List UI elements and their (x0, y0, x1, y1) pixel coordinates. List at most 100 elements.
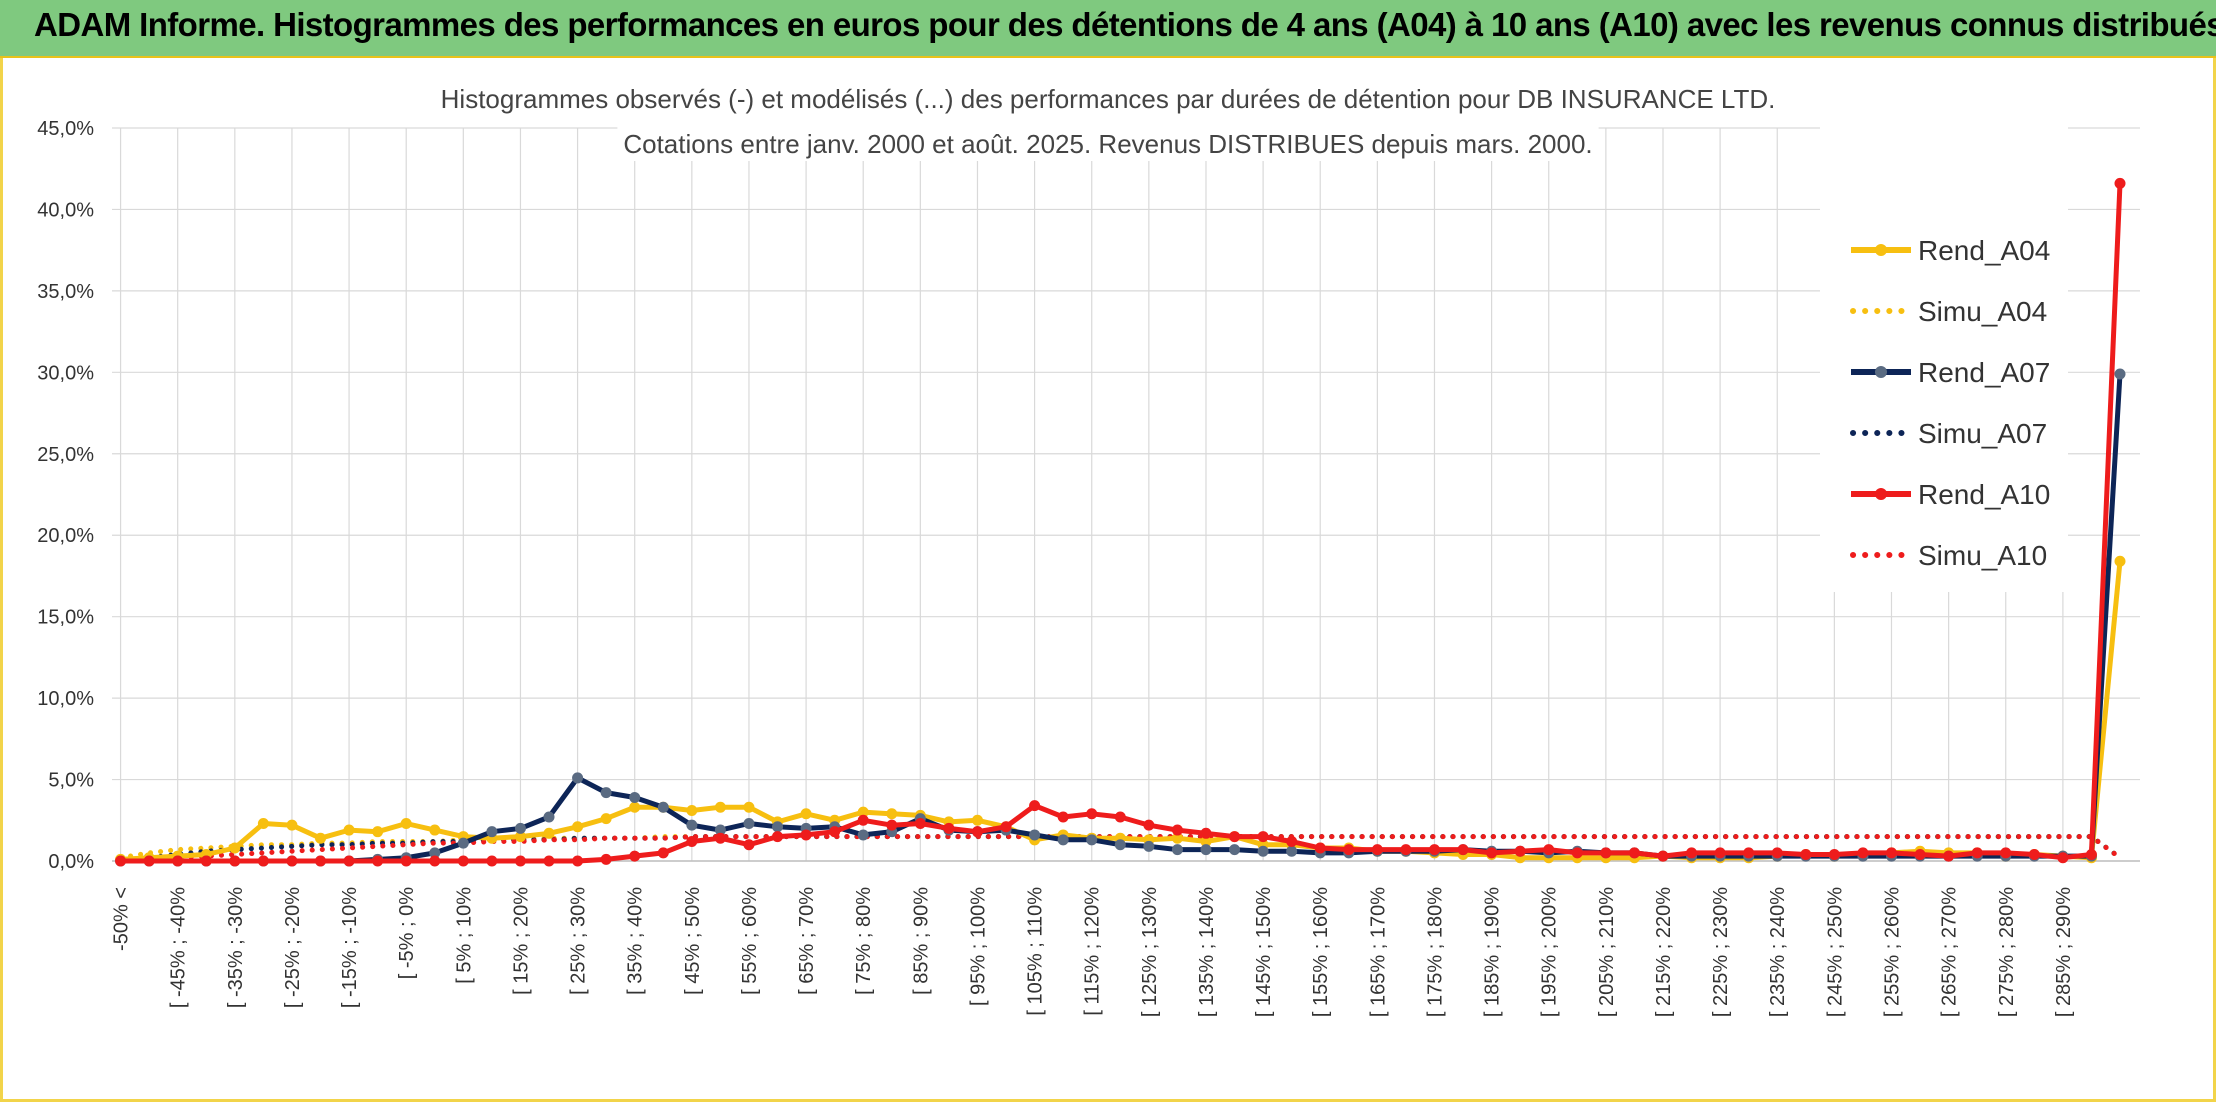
data-point-rend_a07 (657, 801, 669, 813)
data-point-rend_a07 (2114, 368, 2126, 380)
data-point-rend_a04 (629, 801, 641, 813)
data-point-rend_a10 (1686, 847, 1698, 859)
x-tick-label: [ 125% ; 130% (1139, 887, 1161, 1017)
x-tick-label: [ -25% ; -20% (282, 887, 304, 1008)
data-point-rend_a10 (115, 855, 127, 867)
data-point-rend_a10 (629, 850, 641, 862)
data-point-rend_a07 (514, 822, 526, 834)
report-banner: ADAM Informe. Histogrammes des performan… (0, 0, 2216, 58)
y-tick-label: 30,0% (37, 362, 94, 384)
x-tick-label: [ 115% ; 120% (1082, 887, 1104, 1016)
x-tick-label: [ 245% ; 250% (1824, 887, 1846, 1017)
data-point-rend_a10 (572, 855, 584, 867)
x-tick-label: [ 35% ; 40% (625, 887, 647, 995)
y-tick-label: 15,0% (37, 607, 94, 629)
data-point-rend_a10 (543, 855, 555, 867)
legend-marker (1875, 244, 1887, 256)
data-point-rend_a10 (372, 855, 384, 867)
data-point-rend_a10 (1914, 848, 1926, 860)
data-point-rend_a07 (1200, 844, 1212, 856)
x-tick-label: [ -5% ; 0% (396, 887, 418, 979)
data-point-rend_a10 (1143, 819, 1155, 831)
x-tick-label: [ 275% ; 280% (1996, 887, 2018, 1017)
data-point-rend_a04 (600, 813, 612, 825)
data-point-rend_a10 (829, 826, 841, 838)
data-point-rend_a10 (143, 855, 155, 867)
x-tick-label: [ 15% ; 20% (510, 887, 532, 995)
x-tick-label: [ 185% ; 190% (1482, 887, 1504, 1017)
y-tick-label: 40,0% (37, 199, 94, 221)
data-point-rend_a07 (457, 837, 469, 849)
data-point-rend_a10 (1171, 824, 1183, 836)
data-point-rend_a10 (514, 855, 526, 867)
data-point-rend_a10 (857, 814, 869, 826)
data-point-rend_a04 (2114, 555, 2126, 567)
x-tick-label: [ 75% ; 80% (853, 887, 875, 995)
data-point-rend_a04 (372, 826, 384, 838)
data-point-rend_a10 (1400, 844, 1412, 856)
data-point-rend_a07 (600, 787, 612, 799)
series-lines (115, 177, 2126, 867)
y-tick-label: 20,0% (37, 525, 94, 547)
data-point-rend_a10 (1343, 844, 1355, 856)
data-point-rend_a04 (886, 808, 898, 820)
chart-frame (0, 58, 2216, 1102)
x-tick-label: [ 175% ; 180% (1424, 887, 1446, 1017)
data-point-rend_a10 (1000, 821, 1012, 833)
legend-marker (1875, 488, 1887, 500)
legend-label: Simu_A04 (1918, 296, 2047, 327)
legend-label: Simu_A10 (1918, 540, 2047, 571)
data-point-rend_a10 (2057, 852, 2069, 864)
x-tick-label: [ 265% ; 270% (1939, 887, 1961, 1017)
data-point-rend_a10 (2114, 177, 2126, 189)
report-banner-title: ADAM Informe. Histogrammes des performan… (34, 6, 2216, 43)
x-tick-label: [ 85% ; 90% (910, 887, 932, 995)
data-point-rend_a10 (1057, 811, 1069, 823)
x-tick-label: [ 285% ; 290% (2053, 887, 2075, 1017)
data-point-rend_a07 (743, 818, 755, 830)
data-point-rend_a07 (629, 791, 641, 803)
data-point-rend_a04 (743, 801, 755, 813)
data-point-rend_a07 (486, 826, 498, 838)
data-point-rend_a04 (572, 821, 584, 833)
data-point-rend_a10 (1314, 842, 1326, 854)
data-point-rend_a10 (971, 826, 983, 838)
data-point-rend_a10 (1800, 848, 1812, 860)
data-point-rend_a10 (286, 855, 298, 867)
x-tick-label: [ 25% ; 30% (568, 887, 590, 995)
data-point-rend_a10 (172, 855, 184, 867)
x-tick-label: [ -35% ; -30% (225, 887, 247, 1008)
data-point-rend_a10 (343, 855, 355, 867)
x-tick-label: [ 155% ; 160% (1310, 887, 1332, 1017)
data-point-rend_a04 (800, 808, 812, 820)
data-point-rend_a10 (1371, 844, 1383, 856)
legend-label: Simu_A07 (1918, 418, 2047, 449)
data-point-rend_a07 (1286, 845, 1298, 857)
data-point-rend_a07 (572, 772, 584, 784)
data-point-rend_a10 (1771, 847, 1783, 859)
data-point-rend_a10 (400, 855, 412, 867)
data-point-rend_a10 (714, 832, 726, 844)
data-point-rend_a10 (1457, 844, 1469, 856)
x-tick-label: [ 165% ; 170% (1367, 887, 1389, 1017)
data-point-rend_a07 (1029, 829, 1041, 841)
data-point-rend_a04 (543, 827, 555, 839)
data-point-rend_a10 (1229, 831, 1241, 843)
grid (112, 127, 2140, 862)
data-point-rend_a10 (257, 855, 269, 867)
y-axis-ticks: 0,0% 5,0% 10,0% 15,0% 20,0% 25,0% 30,0% 35,0% 40… (37, 118, 94, 873)
x-tick-label: [ 105% ; 110% (1025, 887, 1047, 1016)
data-point-rend_a07 (1171, 844, 1183, 856)
data-point-rend_a10 (2085, 848, 2097, 860)
data-point-rend_a04 (429, 824, 441, 836)
data-point-rend_a10 (1086, 808, 1098, 820)
data-point-rend_a10 (800, 829, 812, 841)
x-tick-label: [ 215% ; 220% (1653, 887, 1675, 1017)
data-point-rend_a10 (1486, 847, 1498, 859)
x-tick-label: [ 195% ; 200% (1539, 887, 1561, 1017)
x-tick-label: [ -15% ; -10% (339, 887, 361, 1008)
data-point-rend_a10 (486, 855, 498, 867)
data-point-rend_a10 (1743, 847, 1755, 859)
data-point-rend_a10 (743, 839, 755, 851)
x-tick-label: [ 95% ; 100% (967, 887, 989, 1006)
